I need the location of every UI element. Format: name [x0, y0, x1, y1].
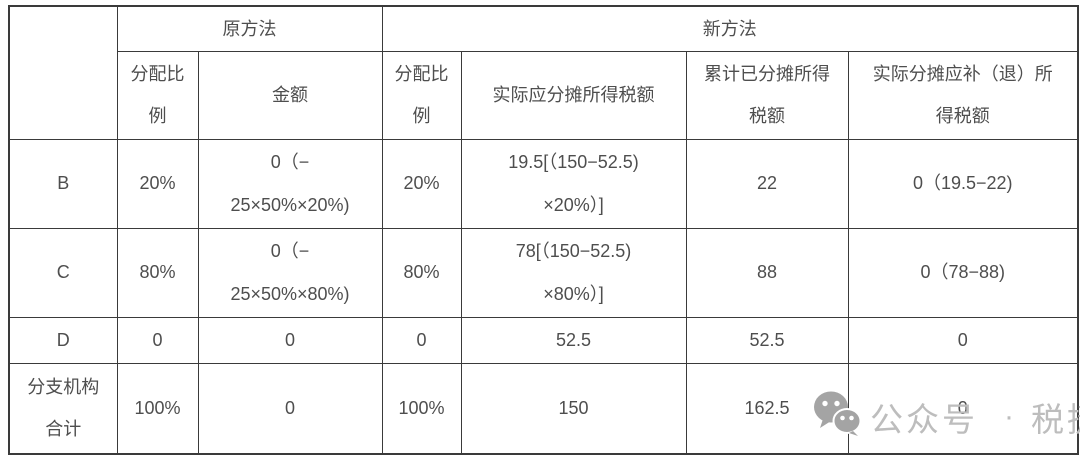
table-cell: 0: [847, 316, 1079, 364]
tax-allocation-table: 原方法 新方法 分配比 例 金额 分配比 例 实际应分摊所得税额 累计已分摊所得…: [8, 5, 1079, 455]
col-header-cumulative-allocated-tax: 累计已分摊所得 税额: [685, 50, 849, 140]
group-header-new-method: 新方法: [381, 5, 1079, 52]
table-row: 分支机构 合计 100% 0 100% 150 162.5 0: [8, 362, 1079, 455]
row-label-c: C: [8, 227, 118, 318]
group-header-old-method: 原方法: [116, 5, 383, 52]
table-cell: 0: [116, 316, 199, 364]
table-cell: 78[（150−52.5) ×80%）]: [460, 227, 687, 318]
table-cell: 52.5: [460, 316, 687, 364]
table-row: C 80% 0（− 25×50%×80%) 80% 78[（150−52.5) …: [8, 227, 1079, 318]
col-header-actual-allocated-tax: 实际应分摊所得税额: [460, 50, 687, 140]
col-header-old-ratio: 分配比 例: [116, 50, 199, 140]
row-label-branch-total: 分支机构 合计: [8, 362, 118, 455]
table-cell: 19.5[（150−52.5) ×20%）]: [460, 138, 687, 229]
table-cell: 0（78−88): [847, 227, 1079, 318]
table-cell: 0（− 25×50%×80%): [197, 227, 383, 318]
table-cell: 0: [847, 362, 1079, 455]
table-cell: 0（− 25×50%×20%): [197, 138, 383, 229]
row-label-b: B: [8, 138, 118, 229]
col-header-old-amount: 金额: [197, 50, 383, 140]
table-cell: 162.5: [685, 362, 849, 455]
row-label-d: D: [8, 316, 118, 364]
table-cell: 88: [685, 227, 849, 318]
table-cell: 80%: [116, 227, 199, 318]
table-cell: 0: [197, 316, 383, 364]
table-cell: 100%: [116, 362, 199, 455]
table-cell: 0: [381, 316, 462, 364]
table-row: D 0 0 0 52.5 52.5 0: [8, 316, 1079, 364]
table-cell: 150: [460, 362, 687, 455]
table-cell: 100%: [381, 362, 462, 455]
table-cell: 20%: [116, 138, 199, 229]
table-cell: 22: [685, 138, 849, 229]
table-cell: 80%: [381, 227, 462, 318]
table-cell: 20%: [381, 138, 462, 229]
col-header-actual-payable-refund-tax: 实际分摊应补（退）所 得税额: [847, 50, 1079, 140]
table-cell: 0: [197, 362, 383, 455]
corner-cell: [8, 5, 118, 140]
col-header-new-ratio: 分配比 例: [381, 50, 462, 140]
table-cell: 52.5: [685, 316, 849, 364]
table-row: B 20% 0（− 25×50%×20%) 20% 19.5[（150−52.5…: [8, 138, 1079, 229]
table-cell: 0（19.5−22): [847, 138, 1079, 229]
